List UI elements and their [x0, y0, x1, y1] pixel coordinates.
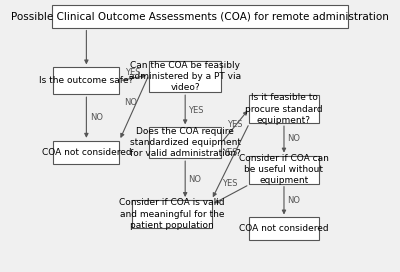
Text: Is it feasible to
procure standard
equipment?: Is it feasible to procure standard equip… [245, 94, 323, 125]
Text: Consider if COA can
be useful without
equipment: Consider if COA can be useful without eq… [239, 154, 329, 185]
Text: Consider if COA is valid
and meaningful for the
patient population: Consider if COA is valid and meaningful … [119, 199, 225, 230]
FancyBboxPatch shape [250, 95, 318, 123]
FancyBboxPatch shape [250, 156, 318, 184]
Text: Can the COA be feasibly
administered by a PT via
video?: Can the COA be feasibly administered by … [129, 61, 241, 92]
Text: YES: YES [222, 148, 238, 157]
FancyBboxPatch shape [149, 127, 222, 158]
Text: Possible Clinical Outcome Assessments (COA) for remote administration: Possible Clinical Outcome Assessments (C… [11, 11, 389, 21]
FancyBboxPatch shape [132, 200, 212, 228]
Text: NO: NO [124, 98, 138, 107]
FancyBboxPatch shape [250, 217, 318, 240]
Text: NO: NO [188, 175, 202, 184]
Text: YES: YES [188, 106, 204, 115]
FancyBboxPatch shape [54, 67, 119, 94]
Text: Does the COA require
standardized equipment
for valid administration?: Does the COA require standardized equipm… [130, 127, 241, 158]
Text: Is the outcome safe?: Is the outcome safe? [39, 76, 134, 85]
Text: NO: NO [90, 113, 103, 122]
FancyBboxPatch shape [54, 141, 119, 163]
Text: YES: YES [125, 68, 140, 77]
Text: COA not considered: COA not considered [42, 148, 131, 157]
Text: YES: YES [227, 120, 242, 129]
Text: NO: NO [287, 196, 300, 205]
Text: NO: NO [287, 134, 300, 143]
FancyBboxPatch shape [149, 61, 222, 92]
FancyBboxPatch shape [52, 5, 348, 28]
Text: YES: YES [222, 180, 237, 188]
Text: COA not considered: COA not considered [239, 224, 329, 233]
